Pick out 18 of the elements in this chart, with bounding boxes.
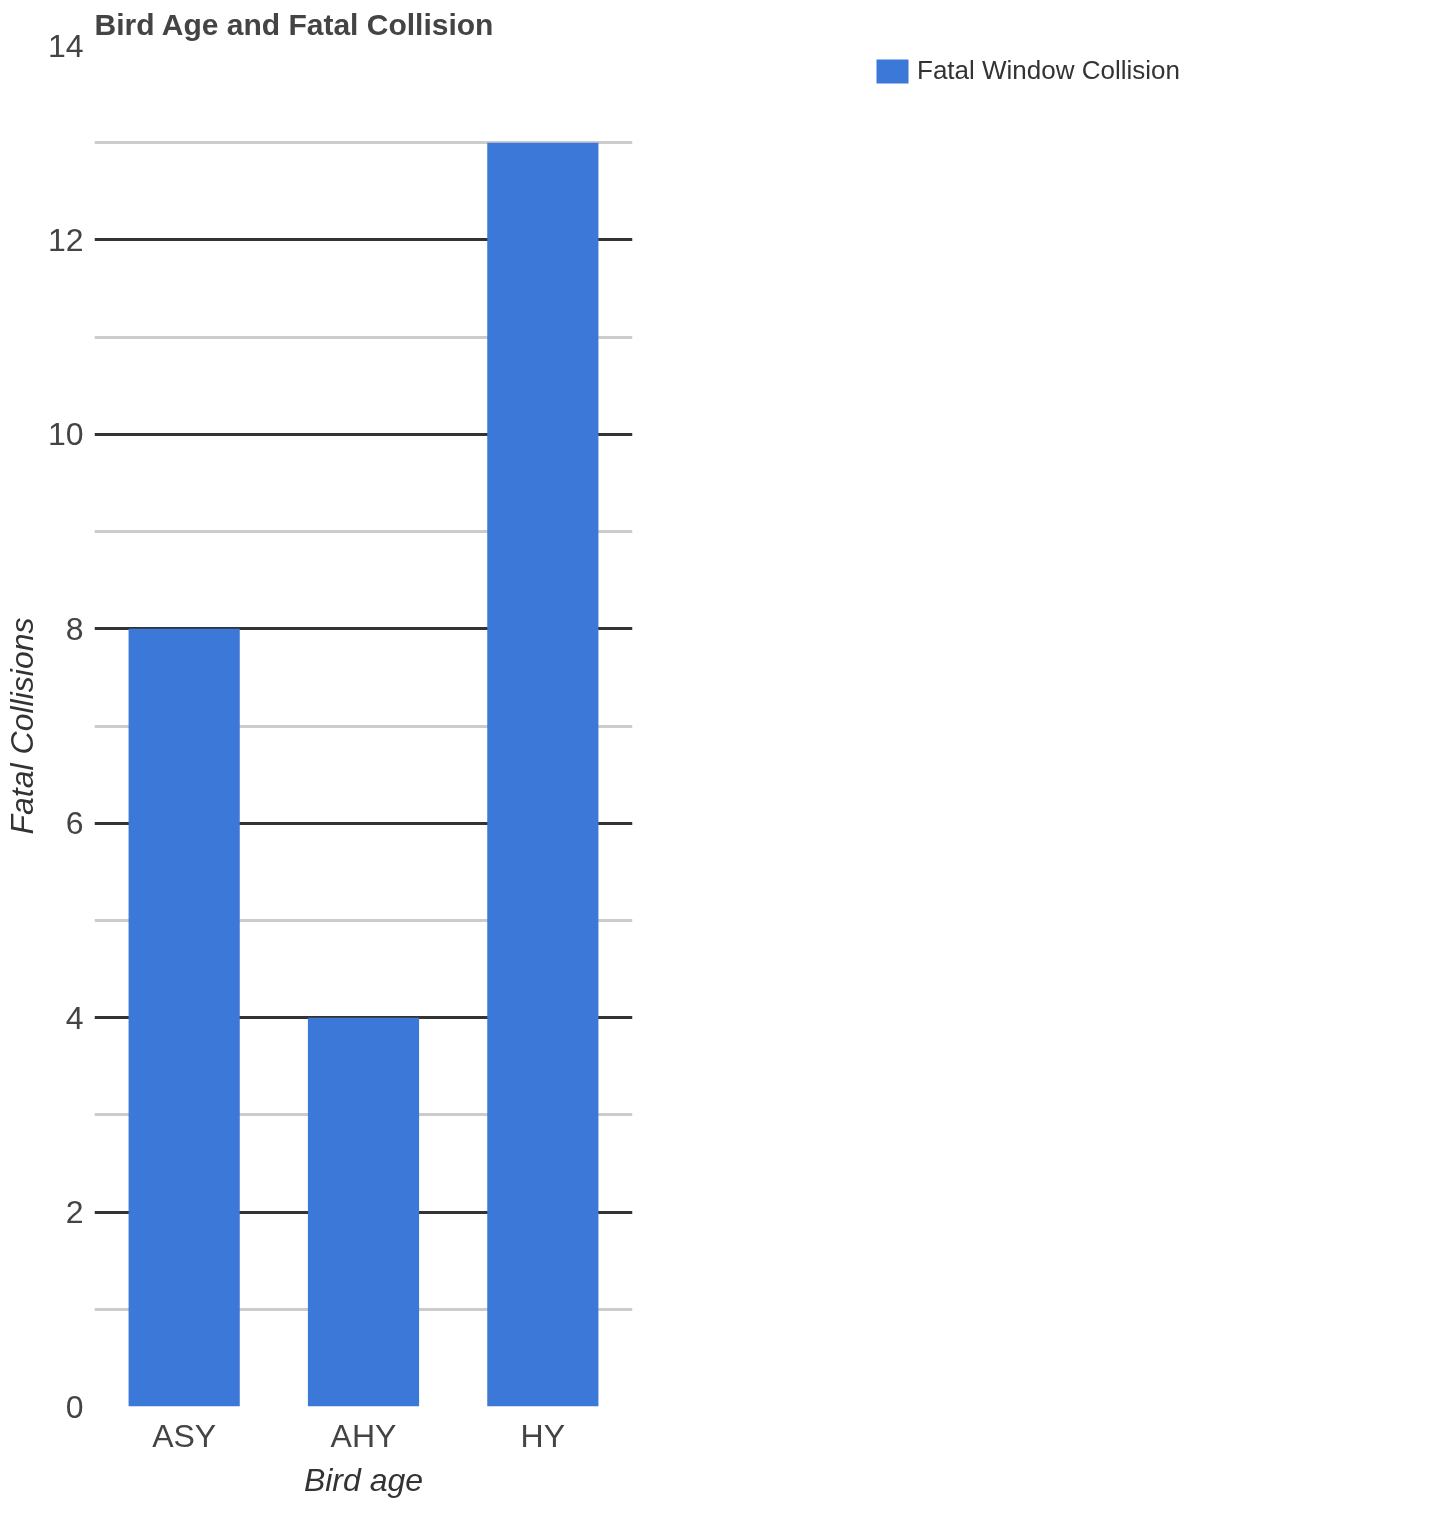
y-tick-label: 2 <box>65 1194 84 1231</box>
chart-title: Bird Age and Fatal Collision <box>94 7 494 41</box>
x-axis-title: Bird age <box>303 1461 424 1498</box>
y-tick-label: 14 <box>47 27 84 64</box>
y-tick-label: 12 <box>47 221 84 258</box>
y-axis-title: Fatal Collisions <box>3 617 40 835</box>
y-tick-label: 4 <box>65 999 84 1036</box>
bar <box>487 142 599 1407</box>
y-tick-label: 10 <box>47 416 84 453</box>
y-tick-label: 8 <box>65 610 84 647</box>
legend-label: Fatal Window Collision <box>917 55 1180 86</box>
y-tick-label: 6 <box>65 805 84 842</box>
x-tick-label: ASY <box>152 1417 217 1454</box>
bar <box>128 628 240 1407</box>
x-tick-label: HY <box>520 1417 566 1454</box>
y-tick-label: 0 <box>65 1388 84 1425</box>
x-tick-label: AHY <box>330 1417 397 1454</box>
bar <box>307 1017 420 1407</box>
